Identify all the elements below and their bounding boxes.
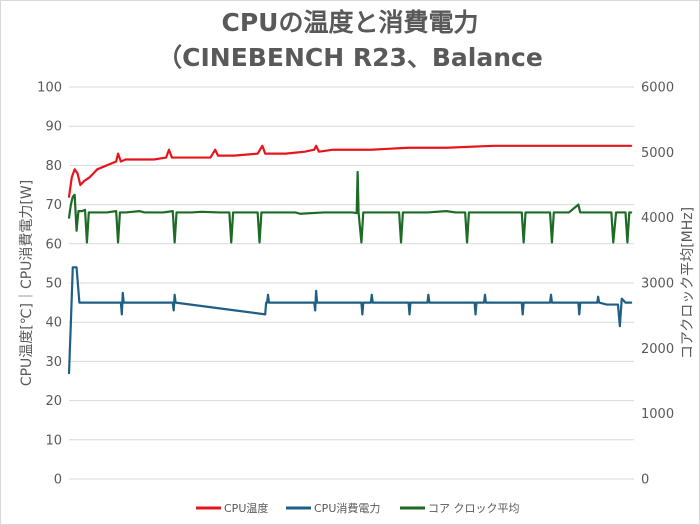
left-tick-label: 0 bbox=[54, 473, 62, 488]
legend-label: CPU消費電力 bbox=[314, 501, 380, 515]
left-tick-label: 100 bbox=[37, 81, 62, 96]
chart-title: CPUの温度と消費電力 （CINEBENCH R23、Balance bbox=[157, 8, 543, 72]
left-tick-label: 90 bbox=[45, 120, 62, 135]
left-tick-label: 40 bbox=[45, 316, 62, 331]
grid-lines bbox=[69, 86, 634, 480]
right-tick-label: 4000 bbox=[641, 211, 674, 226]
right-axis-title: コアクロック平均[MHz] bbox=[680, 207, 696, 359]
right-axis-ticks: 0 1000 2000 3000 4000 5000 6000 bbox=[641, 81, 674, 488]
left-tick-label: 20 bbox=[45, 394, 62, 409]
left-axis-title: CPU温度[℃]｜CPU消費電力[W] bbox=[19, 180, 35, 386]
left-tick-label: 50 bbox=[45, 277, 62, 292]
legend-label: CPU温度 bbox=[224, 501, 268, 515]
left-tick-label: 80 bbox=[45, 159, 62, 174]
chart-title-line: （CINEBENCH R23、Balance bbox=[157, 43, 543, 72]
series-lines bbox=[67, 144, 633, 375]
legend-label: コア クロック平均 bbox=[428, 502, 520, 515]
right-tick-label: 2000 bbox=[641, 342, 674, 357]
right-tick-label: 1000 bbox=[641, 407, 674, 422]
right-tick-label: 6000 bbox=[641, 81, 674, 96]
legend: CPU温度 CPU消費電力 コア クロック平均 bbox=[196, 501, 520, 515]
series-line-2 bbox=[67, 170, 633, 244]
chart-title-line: CPUの温度と消費電力 bbox=[222, 8, 479, 37]
right-tick-label: 3000 bbox=[641, 277, 674, 292]
series-line-0 bbox=[67, 144, 633, 198]
right-tick-label: 0 bbox=[641, 473, 649, 488]
left-tick-label: 60 bbox=[45, 237, 62, 252]
series-line-1 bbox=[67, 266, 633, 375]
left-tick-label: 30 bbox=[45, 355, 62, 370]
left-tick-label: 10 bbox=[45, 433, 62, 448]
left-axis-ticks: 0 10 20 30 40 50 60 70 80 90 100 bbox=[37, 81, 62, 488]
left-tick-label: 70 bbox=[45, 198, 62, 213]
right-tick-label: 5000 bbox=[641, 146, 674, 161]
